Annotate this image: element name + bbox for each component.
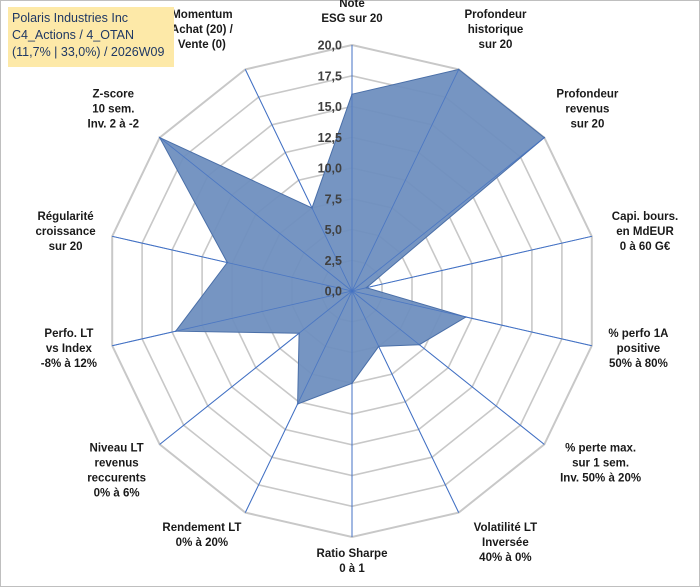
axis-label-7-line-3: 40% à 0% [479, 552, 531, 564]
axis-label-10: Niveau LT revenus reccurents 0% à 6% [87, 443, 146, 500]
axis-label-9-line-1: Rendement LT [162, 522, 241, 534]
axis-label-2-line-2: historique [468, 24, 524, 36]
axis-label-3-line-3: sur 20 [570, 118, 604, 130]
axis-label-11-line-1: Perfo. LT [44, 328, 93, 340]
axis-label-6-line-3: Inv. 50% à 20% [560, 473, 641, 485]
axis-label-4-line-3: 0 à 60 G€ [620, 241, 671, 253]
axis-label-12-line-2: croissance [36, 226, 96, 238]
axis-label-14-line-2: Achat (20) / [171, 24, 234, 36]
tick-label-3: 7,5 [325, 192, 342, 206]
axis-label-2-line-1: Profondeur [465, 9, 527, 21]
spoke-overlay-9 [244, 290, 353, 513]
axis-label-10-line-4: 0% à 6% [94, 488, 140, 500]
tick-label-2: 5,0 [325, 223, 342, 237]
axis-label-4-line-1: Capi. bours. [612, 211, 678, 223]
spoke-overlay-11 [112, 290, 353, 347]
axis-label-12: Régularité croissance sur 20 [36, 211, 96, 253]
axis-label-9: Rendement LT 0% à 20% [162, 522, 241, 549]
axis-label-7-line-2: Inversée [482, 537, 529, 549]
spoke-overlay-3 [351, 137, 545, 292]
axis-label-1-line-1: Note [339, 0, 365, 10]
tick-label-1: 2,5 [325, 254, 342, 268]
spoke-overlay-10 [159, 290, 353, 445]
axis-label-5-line-1: % perfo 1A [608, 328, 668, 340]
spoke-overlay-7 [351, 290, 460, 513]
axis-label-5: % perfo 1A positive 50% à 80% [608, 328, 668, 370]
axis-label-13: Z-score 10 sem. Inv. 2 à -2 [88, 88, 140, 130]
axis-label-13-line-2: 10 sem. [92, 103, 134, 115]
axis-label-5-line-3: 50% à 80% [609, 358, 668, 370]
axis-label-11: Perfo. LT vs Index -8% à 12% [41, 328, 97, 370]
chart-title-category: C4_Actions / 4_OTAN [12, 28, 135, 42]
radar-series [112, 45, 592, 537]
axis-label-8: Ratio Sharpe 0 à 1 [317, 548, 388, 575]
axis-label-12-line-1: Régularité [37, 211, 93, 223]
axis-label-14: Momentum Achat (20) / Vente (0) [171, 9, 234, 51]
axis-label-7: Volatilité LT Inversée 40% à 0% [474, 522, 537, 564]
axis-label-4: Capi. bours. en MdEUR 0 à 60 G€ [612, 211, 678, 253]
axis-label-13-line-3: Inv. 2 à -2 [88, 118, 140, 130]
spoke-overlay-2 [351, 69, 460, 292]
spoke-overlay-5 [351, 290, 592, 347]
axis-label-13-line-1: Z-score [93, 88, 135, 100]
spoke-overlay-12 [112, 235, 353, 292]
axis-label-3-line-1: Profondeur [556, 88, 618, 100]
axis-label-9-line-2: 0% à 20% [176, 537, 228, 549]
radar-axis-labels: Note ESG sur 20 Profondeur historique sur 20… [36, 0, 679, 575]
axis-label-4-line-2: en MdEUR [616, 226, 674, 238]
tick-label-7: 17,5 [318, 69, 342, 83]
axis-label-14-line-1: Momentum [171, 9, 232, 21]
spoke-overlay-4 [351, 235, 592, 292]
axis-label-10-line-3: reccurents [87, 473, 146, 485]
axis-label-6-line-2: sur 1 sem. [572, 458, 629, 470]
tick-label-8: 20,0 [318, 39, 342, 53]
axis-label-2: Profondeur historique sur 20 [465, 9, 527, 51]
spoke-overlay-14 [244, 69, 353, 292]
axis-label-5-line-2: positive [617, 343, 660, 355]
axis-label-1-line-2: ESG sur 20 [321, 13, 382, 25]
axis-label-10-line-1: Niveau LT [90, 443, 144, 455]
axis-label-10-line-2: revenus [95, 458, 139, 470]
radar-tick-labels: 0,0 2,5 5,0 7,5 10,0 12,5 15,0 17,5 20,0 [318, 39, 342, 299]
axis-label-8-line-1: Ratio Sharpe [317, 548, 388, 560]
axis-label-2-line-3: sur 20 [479, 39, 513, 51]
tick-label-4: 10,0 [318, 162, 342, 176]
axis-label-14-line-3: Vente (0) [178, 39, 226, 51]
axis-label-11-line-2: vs Index [46, 343, 93, 355]
axis-label-1: Note ESG sur 20 [321, 0, 382, 25]
tick-label-5: 12,5 [318, 131, 342, 145]
spoke-overlay-6 [351, 290, 545, 445]
axis-label-8-line-2: 0 à 1 [339, 563, 365, 575]
spoke-overlay-13 [159, 137, 353, 292]
chart-title-company: Polaris Industries Inc [12, 11, 129, 25]
tick-label-0: 0,0 [325, 285, 342, 299]
axis-label-11-line-3: -8% à 12% [41, 358, 97, 370]
tick-label-6: 15,0 [318, 100, 342, 114]
axis-label-12-line-3: sur 20 [49, 241, 83, 253]
chart-title-stats: (11,7% | 33,0%) / 2026W09 [12, 45, 165, 59]
axis-label-6-line-1: % perte max. [565, 443, 636, 455]
chart-title-box: Polaris Industries Inc C4_Actions / 4_OT… [8, 7, 174, 67]
axis-label-6: % perte max. sur 1 sem. Inv. 50% à 20% [560, 443, 641, 485]
axis-label-3: Profondeur revenus sur 20 [556, 88, 618, 130]
axis-label-3-line-2: revenus [565, 103, 609, 115]
axis-label-7-line-1: Volatilité LT [474, 522, 537, 534]
